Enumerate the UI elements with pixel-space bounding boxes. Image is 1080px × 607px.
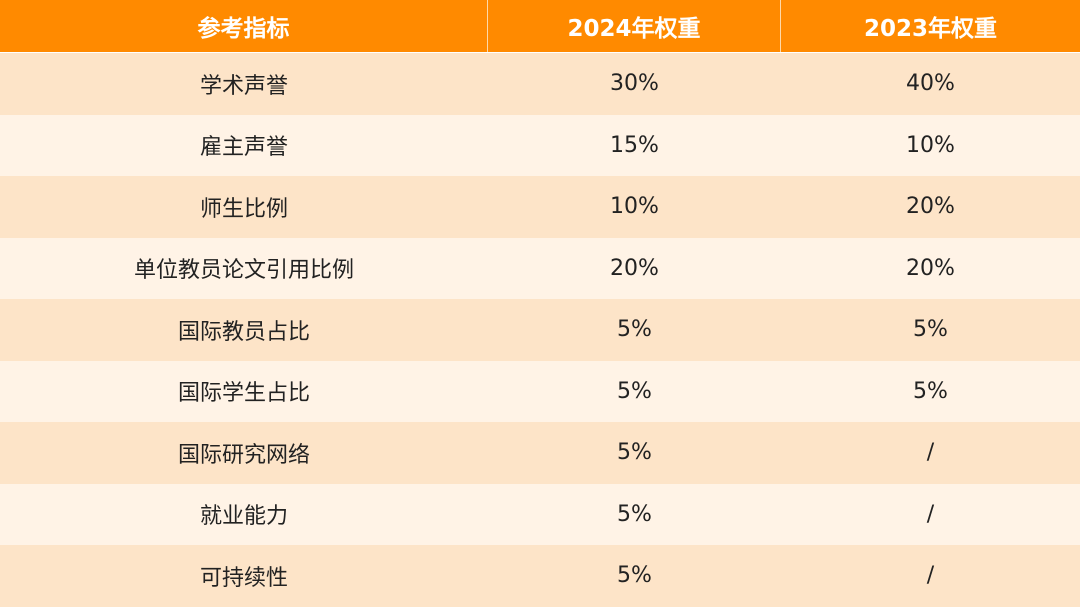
weight-2023-cell: 5% bbox=[913, 317, 948, 343]
weight-2023-cell: 10% bbox=[906, 132, 955, 158]
table-row: 国际研究网络 5% / bbox=[0, 422, 1080, 484]
table-row: 国际学生占比 5% 5% bbox=[0, 360, 1080, 422]
weight-2024-cell: 10% bbox=[610, 194, 659, 220]
header-2023-weight: 2023年权重 bbox=[863, 16, 997, 42]
weight-2023-cell: 20% bbox=[906, 194, 955, 220]
weight-2024-cell: 5% bbox=[617, 317, 652, 343]
header-2024-weight: 2024年权重 bbox=[488, 0, 781, 52]
indicator-cell: 学术声誉 bbox=[199, 73, 288, 99]
weight-2023-cell: 20% bbox=[906, 255, 955, 281]
weight-2024-cell: 30% bbox=[610, 71, 659, 97]
header-indicator: 参考指标 bbox=[0, 0, 488, 52]
weight-2024-cell: 5% bbox=[617, 563, 652, 589]
indicator-cell: 可持续性 bbox=[199, 565, 288, 591]
weight-2024-cell: 15% bbox=[610, 132, 659, 158]
indicator-cell: 雇主声誉 bbox=[199, 135, 288, 161]
table-row: 国际教员占比 5% 5% bbox=[0, 299, 1080, 361]
indicator-cell: 师生比例 bbox=[199, 196, 288, 222]
table-row: 就业能力 5% / bbox=[0, 483, 1080, 545]
indicator-cell: 国际学生占比 bbox=[177, 381, 310, 407]
table-header: 参考指标 2024年权重 2023年权重 bbox=[0, 0, 1080, 53]
weight-2023-cell: / bbox=[926, 563, 935, 589]
weight-2023-cell: / bbox=[926, 501, 935, 527]
table-row: 雇主声誉 15% 10% bbox=[0, 114, 1080, 176]
weight-2023-cell: 40% bbox=[906, 71, 955, 97]
weight-2024-cell: 20% bbox=[610, 255, 659, 281]
table-row: 师生比例 10% 20% bbox=[0, 176, 1080, 238]
weight-2023-cell: / bbox=[926, 440, 935, 466]
indicator-cell: 就业能力 bbox=[199, 504, 288, 530]
indicator-cell: 国际研究网络 bbox=[177, 442, 310, 468]
table-row: 可持续性 5% / bbox=[0, 545, 1080, 607]
table-row: 学术声誉 30% 40% bbox=[0, 53, 1080, 115]
weight-2024-cell: 5% bbox=[617, 501, 652, 527]
weight-2024-cell: 5% bbox=[617, 378, 652, 404]
indicator-cell: 单位教员论文引用比例 bbox=[133, 258, 354, 284]
table-row: 单位教员论文引用比例 20% 20% bbox=[0, 237, 1080, 299]
weight-2023-cell: 5% bbox=[913, 378, 948, 404]
weight-2024-cell: 5% bbox=[617, 440, 652, 466]
indicator-cell: 国际教员占比 bbox=[177, 319, 310, 345]
